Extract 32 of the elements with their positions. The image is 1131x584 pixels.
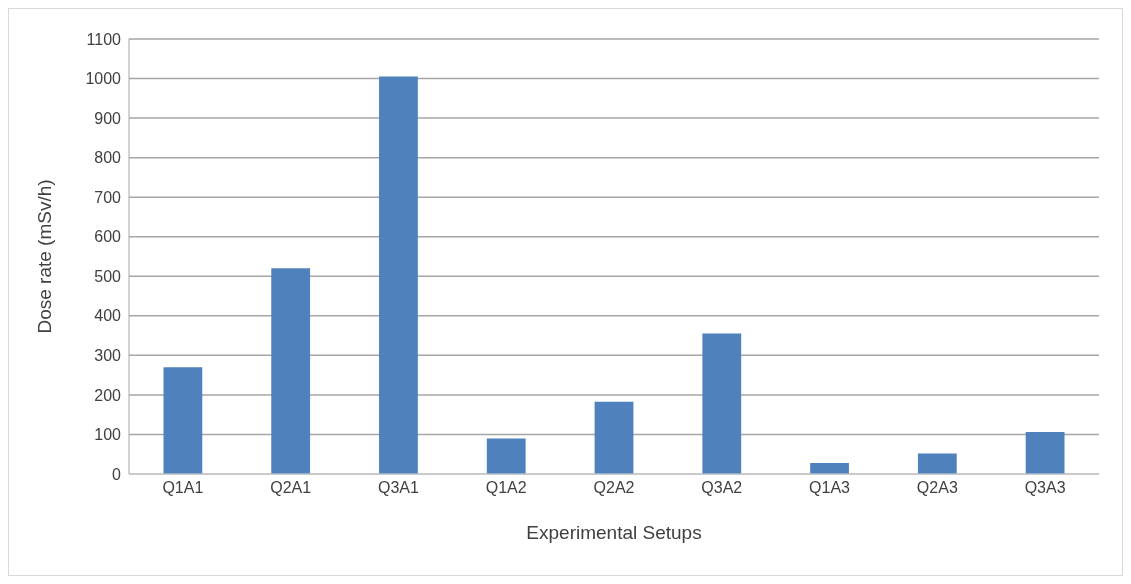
y-tick-label: 700 bbox=[94, 188, 122, 206]
y-tick-label: 500 bbox=[94, 267, 122, 285]
bar bbox=[379, 76, 418, 474]
x-tick-label: Q1A2 bbox=[485, 479, 527, 497]
bar bbox=[271, 268, 311, 474]
x-axis-title: Experimental Setups bbox=[526, 522, 702, 543]
y-tick-label: 100 bbox=[94, 426, 122, 444]
y-tick-label: 400 bbox=[94, 307, 122, 325]
x-tick-label: Q3A3 bbox=[1024, 479, 1066, 497]
x-tick-label: Q2A3 bbox=[916, 479, 958, 497]
bar bbox=[486, 438, 526, 474]
bar bbox=[810, 462, 849, 474]
y-tick-label: 1100 bbox=[86, 30, 122, 48]
bar bbox=[702, 333, 742, 474]
y-tick-label: 0 bbox=[112, 465, 122, 483]
bar bbox=[1025, 432, 1065, 474]
x-tick-label: Q1A1 bbox=[162, 479, 204, 497]
x-tick-label: Q2A2 bbox=[593, 479, 635, 497]
y-tick-label: 300 bbox=[94, 347, 122, 365]
y-tick-label: 600 bbox=[94, 228, 122, 246]
bar bbox=[594, 401, 634, 474]
bar bbox=[917, 453, 957, 474]
x-tick-label: Q2A1 bbox=[270, 479, 312, 497]
x-tick-label: Q1A3 bbox=[809, 479, 851, 497]
y-tick-label: 200 bbox=[94, 386, 122, 404]
y-tick-label: 900 bbox=[94, 109, 122, 127]
y-axis-title: Dose rate (mSv/h) bbox=[33, 179, 55, 334]
y-tick-label: 1000 bbox=[85, 70, 122, 88]
y-tick-label: 800 bbox=[94, 149, 122, 167]
x-tick-label: Q3A2 bbox=[701, 479, 743, 497]
bar bbox=[163, 367, 203, 474]
x-tick-label: Q3A1 bbox=[377, 479, 419, 497]
